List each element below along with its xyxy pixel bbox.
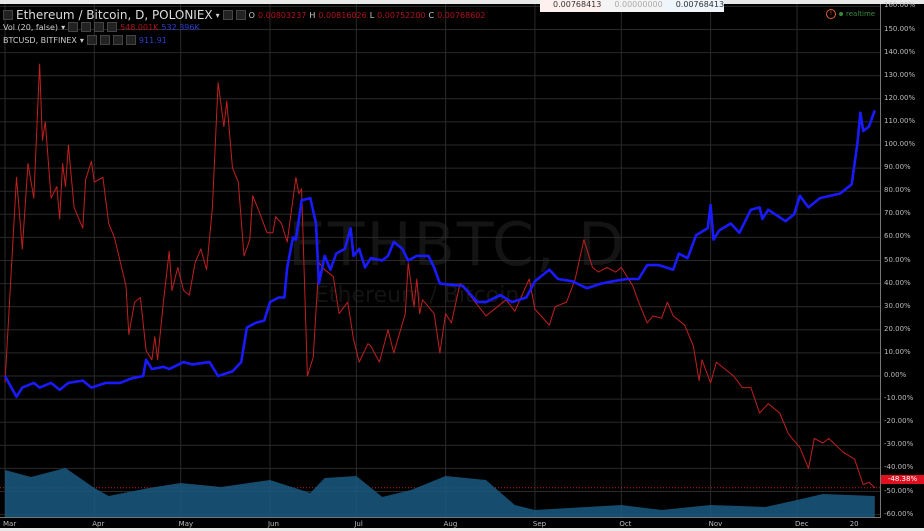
y-tick-label: 90.00% xyxy=(884,163,911,172)
settings-button[interactable] xyxy=(235,10,246,20)
x-tick-label: Apr xyxy=(92,520,105,528)
y-tick-label: 50.00% xyxy=(884,255,911,264)
x-tick-label: Nov xyxy=(708,520,723,528)
window-bottom-edge xyxy=(0,528,924,531)
volume-value: 548.001K xyxy=(120,22,159,32)
chevron-down-icon[interactable]: ▾ xyxy=(61,22,66,32)
y-tick-label: -60.00% xyxy=(884,509,914,518)
y-tick-label: -10.00% xyxy=(884,394,914,403)
ask-value[interactable]: 0.00768413 xyxy=(662,0,725,12)
compare-legend: BTCUSD, BITFINEX ▾ 911.91 xyxy=(3,35,167,45)
x-tick-label: Sep xyxy=(532,520,547,528)
x-tick-label: Jun xyxy=(267,520,279,528)
volume-study-label[interactable]: Vol (20, false) xyxy=(3,22,59,32)
y-tick-label: 130.00% xyxy=(884,70,916,79)
menu-square-icon[interactable] xyxy=(3,10,13,20)
open-value: 0.00803237 xyxy=(257,10,307,20)
y-tick-label: -30.00% xyxy=(884,440,914,449)
symbol-title[interactable]: Ethereum / Bitcoin, D, POLONIEX xyxy=(16,8,213,22)
eth-btc-line xyxy=(4,63,876,489)
low-value: 0.00752200 xyxy=(377,10,426,20)
close-label: C xyxy=(428,10,435,20)
y-tick-label: 140.00% xyxy=(884,47,916,56)
open-label: O xyxy=(248,10,255,20)
remove-button[interactable] xyxy=(125,35,136,45)
compare-value: 911.91 xyxy=(138,35,167,45)
spread-value: 0.00000000 xyxy=(601,0,663,12)
window-top-edge xyxy=(0,0,924,4)
bid-value[interactable]: 0.00768413 xyxy=(540,0,602,12)
y-tick-label: 120.00% xyxy=(884,93,916,102)
y-tick-label: 30.00% xyxy=(884,301,911,310)
hide-button[interactable] xyxy=(86,35,97,45)
settings-button[interactable] xyxy=(81,22,92,32)
series-lines xyxy=(3,63,877,489)
y-tick-label: 160.00% xyxy=(884,1,916,10)
x-tick-label: 20 xyxy=(849,520,859,528)
main-symbol-legend: Ethereum / Bitcoin, D, POLONIEX ▾ O 0.008… xyxy=(3,8,485,22)
x-tick-label: Jul xyxy=(354,520,363,528)
y-tick-label: -20.00% xyxy=(884,417,914,426)
y-tick-label: 0.00% xyxy=(884,371,907,379)
y-tick-label: 110.00% xyxy=(884,116,916,125)
x-tick-label: Aug xyxy=(443,520,458,528)
y-tick-label: 70.00% xyxy=(884,209,911,218)
chevron-down-icon[interactable]: ▾ xyxy=(215,10,220,20)
x-tick-label: Mar xyxy=(3,520,17,528)
y-tick-label: -40.00% xyxy=(884,463,914,472)
more-button[interactable] xyxy=(94,22,105,32)
remove-button[interactable] xyxy=(107,22,118,32)
x-tick-label: Oct xyxy=(619,520,632,528)
volume-area xyxy=(5,468,875,517)
high-label: H xyxy=(309,10,316,20)
y-tick-label: 60.00% xyxy=(884,232,911,241)
realtime-status: ! realtime xyxy=(826,9,875,19)
y-tick-label: 20.00% xyxy=(884,324,911,333)
hide-button[interactable] xyxy=(68,22,79,32)
volume-ma-area xyxy=(5,468,875,517)
compare-symbol-label[interactable]: BTCUSD, BITFINEX xyxy=(3,35,77,45)
close-value: 0.00768602 xyxy=(437,10,486,20)
y-tick-label: 150.00% xyxy=(884,24,916,33)
settings-button[interactable] xyxy=(99,35,110,45)
last-value-label: -48.38% xyxy=(881,475,924,484)
volume-legend: Vol (20, false) ▾ 548.001K 532.396K xyxy=(3,22,200,32)
hide-button[interactable] xyxy=(222,10,233,20)
warning-circle-icon[interactable]: ! xyxy=(826,9,836,19)
chevron-down-icon[interactable]: ▾ xyxy=(79,35,84,45)
volume-ma-value: 532.396K xyxy=(161,22,200,32)
y-tick-label: -50.00% xyxy=(884,486,914,495)
order-values-panel: 0.00768413 0.00000000 0.00768413 xyxy=(540,0,725,12)
y-tick-label: 40.00% xyxy=(884,278,911,287)
x-tick-label: May xyxy=(178,520,194,528)
high-value: 0.00816026 xyxy=(318,10,367,20)
watermark-symbol: ETHBTC, D xyxy=(288,210,627,280)
y-tick-label: 80.00% xyxy=(884,186,911,195)
grid xyxy=(0,4,881,518)
low-label: L xyxy=(369,10,375,20)
btcusd-line xyxy=(3,109,877,399)
y-tick-label: 100.00% xyxy=(884,140,916,148)
more-button[interactable] xyxy=(112,35,123,45)
realtime-label: realtime xyxy=(846,10,876,18)
x-tick-label: Dec xyxy=(795,520,809,528)
realtime-dot-icon xyxy=(839,12,843,16)
y-tick-label: 10.00% xyxy=(884,347,911,356)
